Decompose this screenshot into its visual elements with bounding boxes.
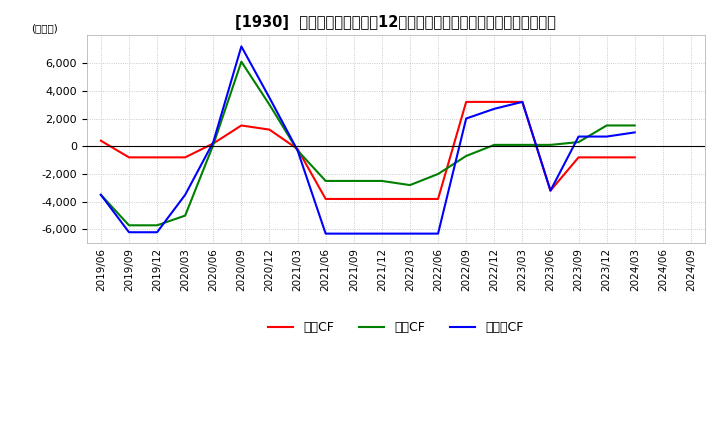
投資CF — [518, 142, 526, 147]
フリーCF — [631, 130, 639, 135]
営業CF — [96, 138, 105, 143]
投資CF — [462, 153, 470, 158]
フリーCF — [603, 134, 611, 139]
投資CF — [181, 213, 189, 218]
営業CF — [377, 196, 386, 202]
投資CF — [377, 178, 386, 183]
フリーCF — [546, 188, 555, 193]
投資CF — [237, 59, 246, 64]
営業CF — [265, 127, 274, 132]
フリーCF — [153, 230, 161, 235]
フリーCF — [405, 231, 414, 236]
投資CF — [433, 171, 442, 176]
フリーCF — [237, 44, 246, 49]
フリーCF — [377, 231, 386, 236]
営業CF — [209, 141, 217, 146]
フリーCF — [125, 230, 133, 235]
営業CF — [490, 99, 498, 105]
フリーCF — [518, 99, 526, 105]
営業CF — [518, 99, 526, 105]
フリーCF — [349, 231, 358, 236]
投資CF — [96, 192, 105, 198]
Title: [1930]  キャッシュフローの12か月移動合計の対前年同期増減額の推移: [1930] キャッシュフローの12か月移動合計の対前年同期増減額の推移 — [235, 15, 557, 30]
投資CF — [209, 142, 217, 147]
フリーCF — [209, 139, 217, 145]
フリーCF — [181, 192, 189, 198]
投資CF — [349, 178, 358, 183]
投資CF — [125, 223, 133, 228]
フリーCF — [321, 231, 330, 236]
Text: (百万円): (百万円) — [31, 23, 58, 33]
営業CF — [546, 188, 555, 193]
フリーCF — [96, 192, 105, 198]
Line: フリーCF: フリーCF — [101, 47, 635, 234]
投資CF — [631, 123, 639, 128]
営業CF — [321, 196, 330, 202]
フリーCF — [490, 106, 498, 111]
Legend: 営業CF, 投資CF, フリーCF: 営業CF, 投資CF, フリーCF — [264, 316, 528, 339]
営業CF — [349, 196, 358, 202]
投資CF — [321, 178, 330, 183]
営業CF — [153, 155, 161, 160]
Line: 投資CF: 投資CF — [101, 62, 635, 225]
投資CF — [265, 102, 274, 107]
投資CF — [405, 183, 414, 188]
投資CF — [293, 148, 302, 153]
営業CF — [575, 155, 583, 160]
フリーCF — [575, 134, 583, 139]
営業CF — [181, 155, 189, 160]
営業CF — [405, 196, 414, 202]
営業CF — [631, 155, 639, 160]
投資CF — [546, 142, 555, 147]
営業CF — [125, 155, 133, 160]
営業CF — [433, 196, 442, 202]
フリーCF — [433, 231, 442, 236]
フリーCF — [265, 95, 274, 100]
投資CF — [575, 139, 583, 145]
営業CF — [237, 123, 246, 128]
投資CF — [153, 223, 161, 228]
営業CF — [603, 155, 611, 160]
営業CF — [293, 147, 302, 152]
営業CF — [462, 99, 470, 105]
投資CF — [603, 123, 611, 128]
投資CF — [490, 142, 498, 147]
フリーCF — [293, 148, 302, 153]
Line: 営業CF: 営業CF — [101, 102, 635, 199]
フリーCF — [462, 116, 470, 121]
